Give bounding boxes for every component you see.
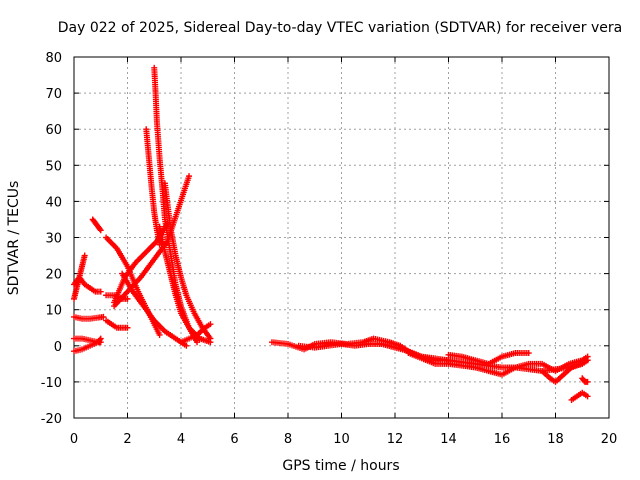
y-tick-label: 80 — [45, 51, 62, 66]
data-point — [97, 288, 104, 295]
y-axis-ticks: -20 -10 0 10 20 30 40 50 60 70 80 — [41, 51, 609, 427]
data-point — [97, 339, 104, 346]
series-arc-e — [71, 339, 104, 355]
x-axis-label: GPS time / hours — [282, 458, 399, 474]
series-arc-h — [103, 317, 131, 331]
data-point — [96, 226, 103, 233]
series-arc-u — [445, 350, 532, 367]
data-point — [97, 227, 104, 234]
y-tick-label: 70 — [45, 87, 62, 102]
data-point — [584, 378, 591, 385]
x-tick-label: 20 — [601, 432, 618, 447]
data-points — [71, 64, 591, 403]
y-tick-label: -20 — [41, 412, 62, 427]
data-point — [183, 342, 190, 349]
series-arc-c — [71, 313, 107, 322]
data-point — [207, 335, 214, 342]
y-tick-label: 60 — [45, 123, 62, 138]
x-tick-label: 12 — [387, 432, 404, 447]
data-point — [584, 357, 591, 364]
y-tick-label: 0 — [54, 340, 62, 355]
x-tick-label: 10 — [333, 432, 350, 447]
x-tick-label: 4 — [177, 432, 185, 447]
series-arc-b — [71, 274, 104, 295]
series-arc-l — [119, 270, 190, 349]
data-point — [194, 339, 201, 346]
x-tick-label: 0 — [70, 432, 78, 447]
y-tick-label: -10 — [41, 376, 62, 391]
y-tick-label: 40 — [45, 195, 62, 210]
series-arc-v — [539, 357, 591, 385]
data-point — [124, 324, 131, 331]
x-tick-label: 8 — [284, 432, 292, 447]
series-arc-t — [405, 350, 591, 378]
x-tick-label: 6 — [230, 432, 238, 447]
data-point — [124, 295, 131, 302]
data-point — [584, 393, 591, 400]
series-arc-m — [143, 126, 163, 248]
x-tick-label: 16 — [494, 432, 511, 447]
data-point — [156, 241, 163, 248]
x-tick-label: 14 — [440, 432, 457, 447]
y-axis-label: SDTVAR / TECUs — [6, 181, 22, 296]
x-tick-label: 2 — [123, 432, 131, 447]
series-arc-o — [156, 223, 214, 346]
y-tick-label: 10 — [45, 304, 62, 319]
y-tick-label: 20 — [45, 268, 62, 283]
data-point — [207, 321, 214, 328]
data-point — [81, 252, 88, 259]
series-arc-w — [568, 389, 591, 403]
y-tick-label: 50 — [45, 159, 62, 174]
x-axis-ticks: 0 2 4 6 8 10 12 14 16 18 20 — [70, 57, 617, 447]
series-arc-x — [579, 375, 591, 385]
x-tick-label: 18 — [547, 432, 564, 447]
data-point — [186, 173, 193, 180]
y-tick-label: 30 — [45, 232, 62, 247]
series-arc-p — [161, 180, 214, 342]
series-arc-q — [178, 321, 214, 346]
data-point — [100, 313, 107, 320]
data-point — [525, 350, 532, 357]
chart-title: Day 022 of 2025, Sidereal Day-to-day VTE… — [58, 20, 622, 36]
grid-lines — [74, 57, 609, 418]
series-arc-f — [89, 216, 104, 234]
plot-frame — [73, 56, 610, 419]
data-point — [156, 331, 163, 338]
